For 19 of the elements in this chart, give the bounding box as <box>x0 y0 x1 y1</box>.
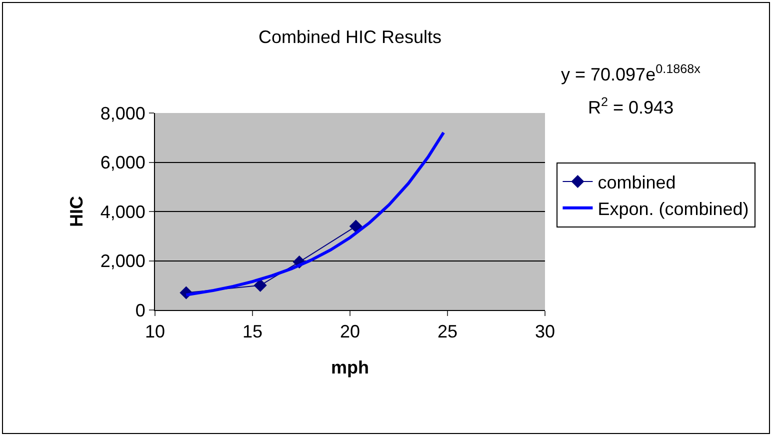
y-tick-label: 2,000 <box>100 251 146 272</box>
point <box>254 278 267 292</box>
legend-label: Expon. (combined) <box>598 198 749 219</box>
y-tick-label: 8,000 <box>100 103 146 124</box>
x-tick-label: 25 <box>437 322 458 342</box>
y-tick-label: 4,000 <box>100 202 146 222</box>
legend-label: combined <box>598 172 676 192</box>
x-tick-label: 10 <box>144 322 166 342</box>
y-tick-label: 0 <box>135 300 146 320</box>
x-axis-title: mph <box>331 358 369 378</box>
text: y = 70.097e$^{0.1868x}$ <box>561 62 702 85</box>
point <box>349 220 362 233</box>
x-tick-label: 30 <box>534 322 556 342</box>
x-tick-label: 20 <box>340 322 360 342</box>
x-tick-label: 15 <box>242 322 263 342</box>
y-tick-label: 6,000 <box>100 152 146 173</box>
y-axis-title: HIC <box>66 196 87 227</box>
chart-title: Combined HIC Results <box>258 27 442 48</box>
text: R$^{2}$ = 0.943 <box>588 95 674 118</box>
